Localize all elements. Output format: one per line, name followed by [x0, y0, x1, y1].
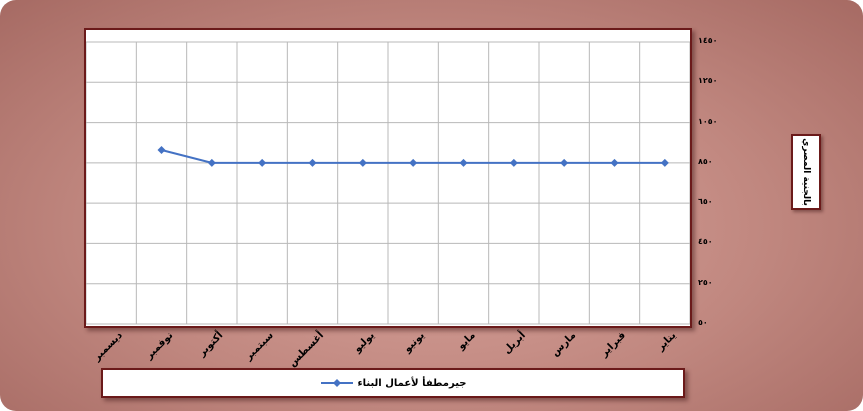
x-tick-label: يناير: [655, 330, 679, 354]
data-point: [358, 158, 367, 167]
x-tick-label: يونيو: [402, 330, 427, 355]
x-tick-label: أكتوبر: [196, 330, 226, 359]
data-point: [459, 158, 468, 167]
x-tick-label: سبتمبر: [243, 330, 276, 363]
data-point: [560, 158, 569, 167]
y-axis-title-box: بالجنية المصري: [791, 134, 821, 210]
y-axis-title: بالجنية المصري: [801, 138, 811, 206]
legend: جيرمطفأ لأعمال البناء: [101, 368, 685, 398]
y-tick-label: ١٤٥٠: [698, 36, 718, 45]
data-point: [610, 158, 619, 167]
y-tick-label: ٨٥٠: [698, 156, 713, 166]
y-tick-label: ٤٥٠: [698, 237, 713, 247]
y-tick-label: ٥٠: [698, 318, 708, 327]
y-tick-label: ٦٥٠: [698, 197, 713, 207]
x-tick-label: نوفمبر: [143, 330, 176, 362]
plot-area: [84, 28, 692, 328]
x-tick-label: مايو: [455, 330, 478, 352]
data-point: [258, 158, 267, 167]
y-tick-label: ٢٥٠: [698, 277, 713, 287]
y-tick-label: ١٢٥٠: [698, 76, 718, 86]
x-tick-label: مارس: [549, 330, 578, 359]
data-point: [509, 158, 518, 167]
x-tick-label: يوليو: [351, 330, 377, 355]
data-point: [207, 158, 216, 167]
x-tick-label: أغسطس: [287, 330, 327, 370]
y-tick-label: ١٠٥٠: [698, 116, 718, 126]
data-point: [308, 158, 317, 167]
legend-label: جيرمطفأ لأعمال البناء: [357, 377, 467, 389]
x-tick-label: ديسمبر: [91, 330, 125, 364]
data-point: [157, 145, 166, 154]
x-tick-label: أبريل: [501, 330, 528, 357]
data-point: [409, 158, 418, 167]
line-chart: [86, 41, 690, 325]
legend-entry: جيرمطفأ لأعمال البناء: [320, 377, 467, 389]
legend-marker-icon: [320, 379, 353, 387]
x-tick-label: فبراير: [599, 330, 629, 360]
data-point: [660, 158, 669, 167]
